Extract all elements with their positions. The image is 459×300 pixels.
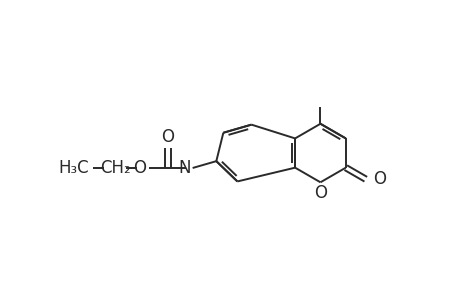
Text: N: N	[178, 159, 190, 177]
Text: H₃C: H₃C	[59, 159, 89, 177]
Text: O: O	[132, 159, 146, 177]
Text: O: O	[161, 128, 174, 146]
Text: CH₂: CH₂	[100, 159, 131, 177]
Text: O: O	[313, 184, 326, 202]
Text: O: O	[373, 170, 386, 188]
